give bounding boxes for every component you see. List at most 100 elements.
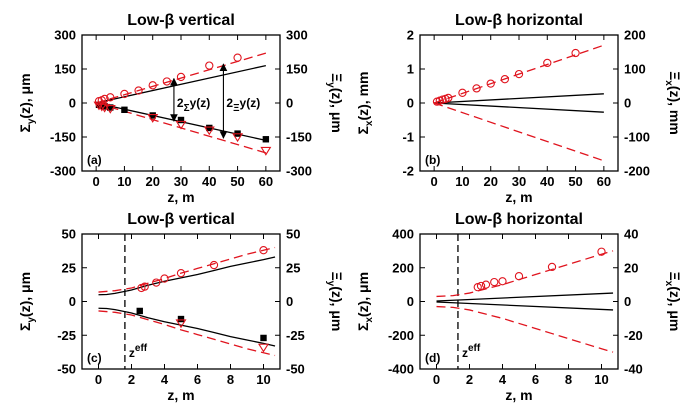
y-axis-label-right: Ξy(z), μm	[325, 73, 345, 133]
y-tick-label-right: -100	[624, 130, 650, 145]
y-tick-label-left: -400	[388, 362, 414, 377]
series-x-model-lower-line	[433, 102, 605, 162]
y-tick-label-right: 25	[286, 260, 300, 275]
x-axis-label: z, m	[505, 387, 532, 403]
series-y-model-upper-line	[98, 246, 276, 293]
y-tick-label-left: 25	[62, 260, 76, 275]
series-x-measured-point	[476, 281, 486, 291]
series-x-measured-point	[500, 75, 510, 84]
series-x-measured-point	[481, 280, 491, 289]
y-tick-label-left: 0	[407, 294, 414, 309]
series-y-measured-upper-point	[148, 81, 157, 90]
series-x-model-lower-line	[434, 102, 604, 113]
series-y-measured-lower-point	[147, 114, 159, 123]
series-y-measured-upper-point	[120, 89, 129, 99]
series-y-model-lower-line	[98, 310, 276, 357]
y-tick-label-left: -25	[57, 328, 76, 343]
x-tick-label: 20	[483, 174, 497, 189]
y-axis-label-left: Σx(z), μm	[355, 272, 375, 331]
y-tick-label-left: -50	[57, 362, 76, 377]
y-tick-label-right: 150	[286, 62, 308, 77]
panel-c: Low-β vertical 0 2 4 6 8 10 -50 -25 0 25 50 -50 -25 0 2…	[17, 211, 345, 403]
series-y-measured-upper-point	[134, 86, 143, 95]
series-x-measured-point	[444, 93, 453, 103]
y-tick-label-left: 300	[54, 28, 76, 43]
series-y-model-lower-line	[98, 307, 276, 347]
y-tick-label-right: -25	[286, 328, 305, 343]
series-y-model-upper-line	[96, 64, 266, 104]
series-x-measured-point	[571, 48, 580, 58]
chart-title: Low-β vertical	[127, 211, 235, 228]
y-tick-label-left: 0	[69, 96, 76, 111]
y-tick-label-right: -150	[286, 130, 312, 145]
series-x-measured-point	[486, 79, 495, 88]
series-y-measured-point	[107, 104, 114, 111]
series-y-measured-point	[206, 124, 213, 132]
x-tick-label: 2	[128, 372, 135, 387]
y-tick-label-left: 0	[407, 96, 414, 111]
chart-title: Low-β horizontal	[455, 211, 583, 228]
series-y-measured-upper-point	[209, 260, 219, 270]
x-axis-label: z, m	[167, 189, 194, 205]
series-y-measured-point	[177, 116, 185, 124]
plot-frame	[81, 233, 281, 370]
x-tick-label: 6	[194, 372, 201, 387]
y-tick-label-left: -200	[388, 328, 414, 343]
x-tick-label: 60	[597, 174, 611, 189]
z-eff-label: zeff	[129, 343, 148, 360]
series-y-measured-point	[262, 136, 270, 143]
y-tick-label-left: 50	[62, 227, 76, 242]
y-tick-label-left: -1	[402, 130, 414, 145]
series-x-model-upper-line	[436, 292, 614, 302]
y-axis-label-right: Ξx(z), mm	[663, 71, 683, 135]
x-tick-label: 50	[568, 174, 582, 189]
x-tick-label: 0	[431, 174, 438, 189]
x-tick-label: 4	[499, 372, 507, 387]
panel-tag: (c)	[87, 351, 102, 365]
series-x-model-lower-line	[436, 301, 614, 311]
x-tick-label: 40	[540, 174, 554, 189]
y-tick-label-left: 150	[54, 62, 76, 77]
y-tick-label-left: 2	[407, 28, 414, 43]
y-tick-label-left: -150	[50, 130, 76, 145]
x-tick-label: 2	[466, 372, 473, 387]
plot-area	[436, 234, 614, 369]
y-tick-label-right: 200	[624, 28, 646, 43]
y-axis-label-right: Ξy(z), μm	[325, 272, 345, 332]
series-x-measured-point	[458, 88, 467, 97]
x-tick-label: 8	[227, 372, 234, 387]
series-y-measured-point	[136, 307, 143, 315]
x-tick-label: 0	[95, 372, 102, 387]
series-x-model-upper-line	[433, 44, 605, 104]
y-tick-label-left: 400	[392, 227, 414, 242]
xi-width-label: 2Ξy(z)	[226, 96, 260, 114]
series-x-measured-point	[547, 262, 557, 272]
series-x-measured-point	[597, 247, 606, 256]
series-y-measured-upper-point	[160, 274, 169, 283]
series-x-measured-point	[490, 277, 499, 287]
plot-area	[98, 234, 276, 369]
series-y-measured-lower-point	[175, 319, 187, 329]
series-y-measured-point	[121, 106, 128, 113]
x-axis-label: z, m	[505, 189, 532, 205]
x-tick-label: 0	[93, 174, 100, 189]
series-y-measured-upper-point	[205, 61, 214, 70]
panel-tag: (a)	[87, 153, 102, 167]
series-y-measured-upper-point	[176, 268, 186, 278]
y-tick-label-right: 0	[624, 96, 631, 111]
panel-a: Low-β vertical 0 10 20 30 40 50 60 -300 -150 0 150 3…	[17, 12, 345, 205]
series-y-measured-lower-point	[203, 126, 215, 136]
y-tick-label-left: 200	[392, 260, 414, 275]
x-tick-label: 10	[594, 372, 608, 387]
series-y-measured-lower-point	[232, 133, 244, 143]
y-tick-label-left: 0	[69, 294, 76, 309]
series-y-measured-upper-point	[152, 278, 161, 287]
x-tick-label: 6	[532, 372, 539, 387]
series-y-measured-upper-point	[233, 53, 242, 62]
x-tick-label: 0	[433, 372, 440, 387]
y-tick-label-right: -200	[624, 164, 650, 179]
series-y-measured-point	[260, 334, 267, 342]
y-tick-label-right: -50	[286, 362, 305, 377]
series-y-measured-upper-point	[176, 72, 186, 82]
